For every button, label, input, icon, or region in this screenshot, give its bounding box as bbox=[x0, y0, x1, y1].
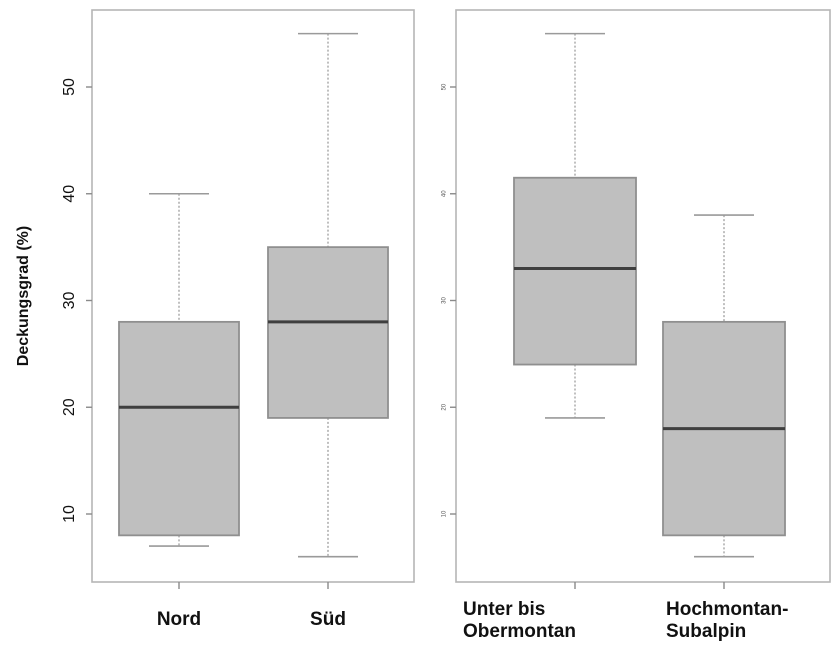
chart-panel-1: 10 20 30 40 50 Deckungsgrad (%) Nord Süd bbox=[15, 9, 415, 630]
y-tick-label: 50 bbox=[442, 83, 448, 90]
plot-frame bbox=[91, 9, 415, 583]
x-category-label: Unter bis Obermontan bbox=[463, 599, 576, 642]
y-tick-label: 50 bbox=[61, 78, 78, 96]
x-category-label-line: Obermontan bbox=[463, 621, 576, 642]
y-tick-label: 10 bbox=[442, 510, 448, 517]
y-axis-title: Deckungsgrad (%) bbox=[15, 226, 32, 366]
y-tick-label: 20 bbox=[61, 398, 78, 416]
x-category-label-line: Unter bis bbox=[463, 599, 545, 620]
chart-panel-2: 10 20 30 40 50 Unter bis Obermontan Hochmontan-… bbox=[442, 9, 831, 642]
y-tick-label: 40 bbox=[61, 185, 78, 203]
box-unter-bis-obermontan bbox=[513, 32, 637, 419]
box-s-d bbox=[267, 32, 389, 558]
box-nord bbox=[118, 192, 240, 547]
x-category-label-line: Hochmontan- bbox=[666, 599, 788, 620]
x-category-label: Nord bbox=[157, 609, 201, 630]
iqr-box bbox=[267, 246, 389, 419]
plot-frame bbox=[455, 9, 831, 583]
x-category-label-line: Subalpin bbox=[666, 621, 746, 642]
iqr-box bbox=[118, 320, 240, 537]
box-hochmontan-subalpin bbox=[662, 214, 786, 558]
iqr-box bbox=[513, 176, 637, 366]
y-tick-label: 10 bbox=[61, 505, 78, 523]
y-tick-label: 30 bbox=[442, 297, 448, 304]
y-tick-label: 30 bbox=[61, 292, 78, 310]
x-category-label: Süd bbox=[310, 609, 346, 630]
y-tick-label: 20 bbox=[442, 403, 448, 410]
x-category-label: Hochmontan-Subalpin bbox=[666, 599, 788, 642]
y-tick-label: 40 bbox=[442, 190, 448, 197]
